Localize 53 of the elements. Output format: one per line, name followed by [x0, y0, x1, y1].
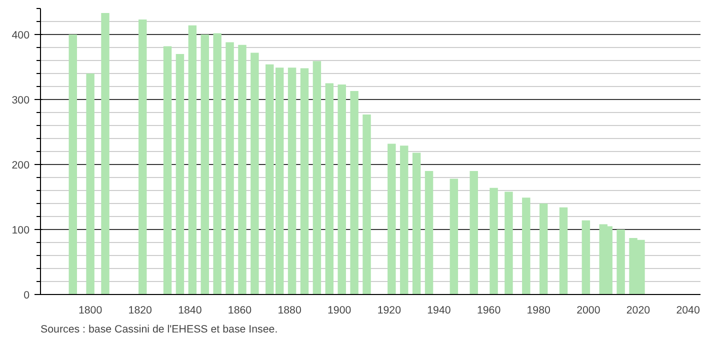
bar — [200, 34, 209, 294]
bar — [101, 13, 110, 294]
y-tick-label: 100 — [12, 224, 30, 236]
y-tick-label: 400 — [12, 30, 30, 42]
bar — [163, 46, 172, 294]
bar — [266, 64, 274, 294]
bar — [300, 68, 309, 294]
bar — [616, 230, 625, 294]
bar — [86, 74, 94, 294]
bar — [138, 20, 147, 294]
bar — [424, 171, 434, 294]
bar — [250, 52, 259, 294]
bar — [504, 192, 513, 294]
x-tick-label: 1980 — [526, 304, 551, 316]
bar — [362, 114, 371, 294]
bar — [312, 61, 322, 294]
x-tick-label: 1900 — [328, 304, 352, 316]
y-tick-label: 0 — [24, 290, 30, 302]
bar — [582, 220, 590, 294]
bar — [288, 68, 296, 294]
bar — [539, 204, 548, 294]
source-note: Sources : base Cassini de l'EHESS et base Insee. — [40, 324, 278, 336]
bar — [350, 91, 358, 294]
bar — [176, 54, 184, 294]
x-tick-label: 1840 — [178, 304, 202, 316]
x-tick-label: 1960 — [476, 304, 501, 316]
bar — [188, 25, 197, 294]
bar — [400, 146, 408, 294]
bar — [522, 198, 530, 294]
x-tick-label: 1920 — [377, 304, 402, 316]
bar — [325, 83, 334, 294]
bar — [388, 144, 396, 294]
bar — [238, 44, 246, 294]
bar — [450, 178, 458, 294]
bar — [412, 152, 421, 294]
x-tick-label: 1940 — [427, 304, 451, 316]
bar — [559, 207, 568, 294]
x-tick-label: 2020 — [626, 304, 650, 316]
x-tick-label: 1860 — [228, 304, 252, 316]
x-tick-label: 2040 — [676, 304, 700, 316]
y-tick-label: 300 — [12, 94, 30, 106]
x-tick-label: 2000 — [576, 304, 600, 316]
x-tick-label: 1880 — [278, 304, 302, 316]
y-tick-label: 200 — [12, 160, 30, 172]
bar — [490, 188, 498, 294]
bar — [68, 34, 77, 294]
bar — [470, 171, 478, 294]
x-tick-label: 1800 — [78, 304, 102, 316]
x-tick-label: 1820 — [128, 304, 152, 316]
bar — [213, 33, 222, 294]
bar — [226, 42, 234, 294]
bar — [275, 68, 284, 294]
bar — [338, 84, 346, 294]
